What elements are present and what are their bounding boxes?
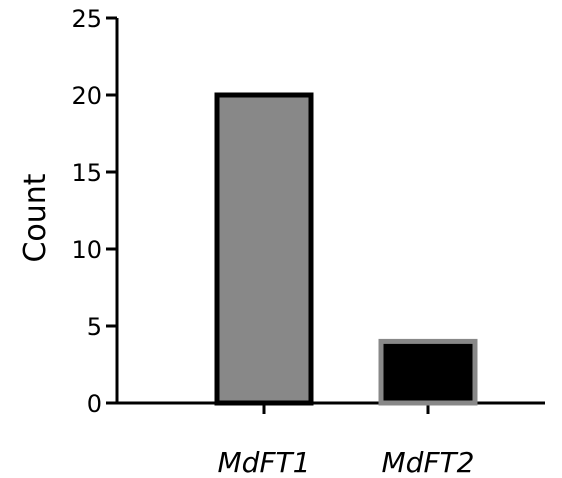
x-ticks: MdFT1 MdFT2 — [218, 403, 475, 478]
y-tick-label: 25 — [71, 5, 102, 33]
bar-mdft1 — [214, 92, 314, 406]
y-tick-label: 5 — [87, 313, 102, 341]
x-axis: MdFT1 MdFT2 — [117, 401, 545, 478]
y-axis-title: Count — [18, 173, 53, 262]
x-tick-label-mdft2: MdFT2 — [382, 446, 475, 478]
bars — [214, 92, 478, 406]
x-tick-label-mdft1: MdFT1 — [218, 446, 311, 478]
y-tick-label: 15 — [71, 159, 102, 187]
y-tick-label: 20 — [71, 82, 102, 110]
y-tick-label: 10 — [71, 236, 102, 264]
y-tick-label: 0 — [87, 390, 102, 418]
y-ticks: 0 5 10 15 20 25 — [71, 5, 117, 418]
bar-mdft2 — [378, 338, 478, 406]
y-axis: 0 5 10 15 20 25 — [71, 5, 119, 418]
